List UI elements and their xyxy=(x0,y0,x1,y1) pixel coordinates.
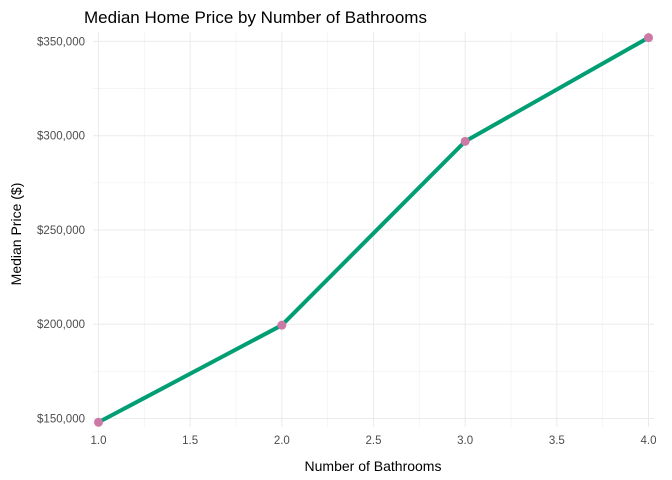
x-tick-label: 1.5 xyxy=(182,435,198,447)
chart-title: Median Home Price by Number of Bathrooms xyxy=(84,8,427,27)
x-tick-label: 3.5 xyxy=(549,435,565,447)
x-tick-label: 4.0 xyxy=(641,435,657,447)
y-axis-title: Median Price ($) xyxy=(8,183,24,286)
grid-lines xyxy=(93,32,654,427)
data-point xyxy=(277,320,287,330)
y-tick-label: $200,000 xyxy=(37,319,85,331)
y-axis-ticks: $150,000 $200,000 $250,000 $300,000 $350,000 xyxy=(37,36,85,425)
x-tick-label: 3.0 xyxy=(457,435,473,447)
y-tick-label: $250,000 xyxy=(37,225,85,237)
data-series xyxy=(94,33,653,427)
y-tick-label: $350,000 xyxy=(37,36,85,48)
y-tick-label: $300,000 xyxy=(37,131,85,143)
x-axis-title: Number of Bathrooms xyxy=(305,458,442,474)
x-axis-ticks: 1.0 1.5 2.0 2.5 3.0 3.5 4.0 xyxy=(91,435,657,447)
series-line xyxy=(96,35,651,425)
y-tick-label: $150,000 xyxy=(37,414,85,426)
x-tick-label: 2.5 xyxy=(366,435,382,447)
x-tick-label: 2.0 xyxy=(274,435,290,447)
data-point xyxy=(644,33,653,43)
data-point xyxy=(460,136,470,146)
data-point xyxy=(94,417,103,427)
x-tick-label: 1.0 xyxy=(91,435,107,447)
